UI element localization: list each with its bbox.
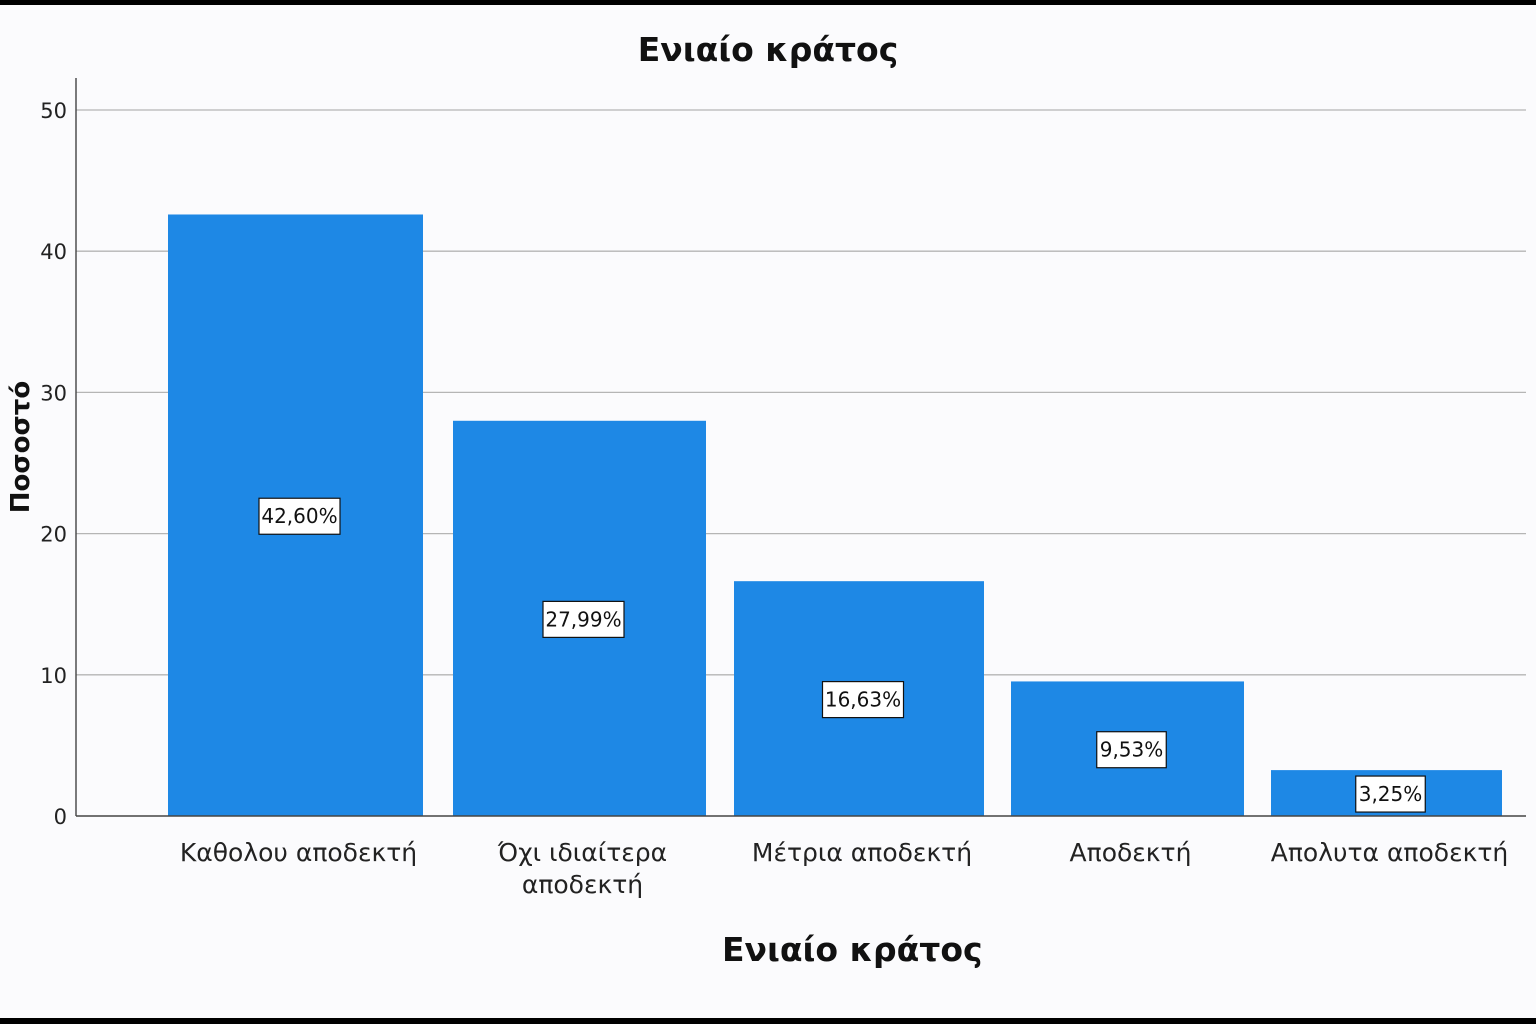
data-label-box	[258, 497, 341, 535]
y-tick-label: 0	[54, 805, 67, 829]
data-label-box	[821, 680, 905, 719]
data-label: 9,53%	[1096, 731, 1167, 769]
x-category-label: Αποδεκτή	[1070, 838, 1192, 867]
data-label-text: 3,25%	[1359, 782, 1423, 806]
y-tick-label: 20	[40, 523, 67, 547]
x-axis-title: Ενιαίο κράτος	[722, 930, 983, 969]
x-category-label: Καθολου αποδεκτή	[180, 838, 417, 867]
data-label-text: 9,53%	[1100, 738, 1164, 762]
y-tick-label: 50	[40, 99, 67, 123]
data-label: 42,60%	[258, 497, 341, 535]
chart-title: Ενιαίο κράτος	[637, 30, 899, 69]
bars	[168, 214, 1502, 816]
data-label: 27,99%	[542, 600, 625, 638]
x-category-label: Μέτρια αποδεκτή	[752, 838, 972, 867]
y-tick-label: 40	[40, 240, 67, 264]
bottom-border	[0, 1018, 1536, 1024]
data-label-text: 16,63%	[825, 688, 901, 712]
x-category-labels: Καθολου αποδεκτή Όχι ιδιαίτερα αποδεκτή Μέτ…	[180, 838, 1508, 899]
top-border	[0, 0, 1536, 5]
y-tick-label: 10	[40, 664, 67, 688]
data-label: 16,63%	[821, 680, 905, 719]
data-label-box	[542, 600, 625, 638]
data-label-box	[1355, 775, 1426, 813]
data-labels: 42,60% 27,99% 16,63% 9,53% 3,25%	[258, 497, 1426, 813]
axes	[75, 78, 1526, 817]
x-category-label: Απολυτα αποδεκτή	[1271, 838, 1508, 867]
data-label: 3,25%	[1355, 775, 1426, 813]
data-label-box	[1096, 731, 1167, 769]
data-label-text: 42,60%	[261, 504, 337, 528]
y-tick-label: 30	[40, 381, 67, 405]
y-tick-labels: 0 10 20 30 40 50	[40, 99, 67, 829]
data-label-text: 27,99%	[545, 607, 621, 631]
x-category-label: Όχι ιδιαίτερα αποδεκτή	[497, 838, 667, 899]
